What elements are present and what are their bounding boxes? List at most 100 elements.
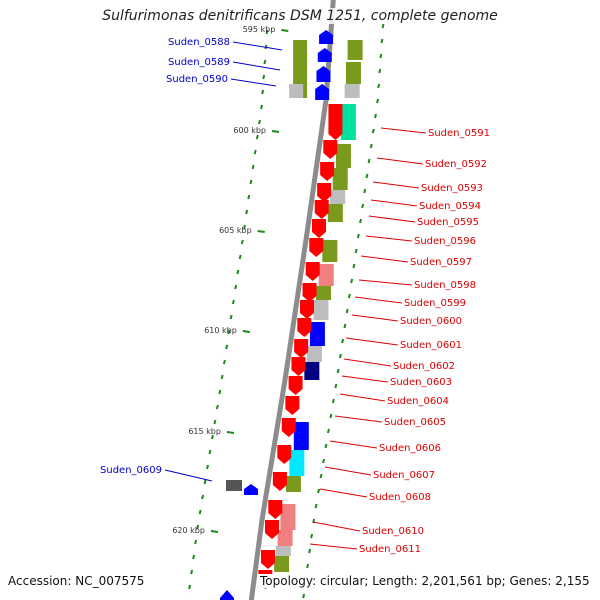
scale-label: 605 kbp (219, 226, 252, 235)
forward-gene-leader (334, 415, 383, 423)
gc-tick (263, 59, 267, 65)
forward-gene-arrow (261, 550, 275, 569)
forward-gene-label: Suden_0604 (387, 396, 449, 407)
forward-gene-arrow (317, 183, 332, 202)
scale-tick (210, 530, 219, 533)
reverse-gene-arrow (315, 84, 330, 100)
reverse-gene-label: Suden_0588 (168, 37, 230, 48)
gc-tick (194, 539, 198, 545)
cog-block (327, 204, 343, 222)
gc-tick (326, 428, 330, 434)
cog-block (322, 240, 338, 262)
cog-block (309, 322, 325, 346)
forward-gene-label: Suden_0599 (404, 298, 466, 309)
reverse-gene-arrow (316, 66, 331, 82)
forward-gene-arrow (305, 262, 320, 281)
gc-tick (374, 113, 377, 119)
gc-tick (196, 524, 200, 530)
forward-gene-label: Suden_0598 (414, 280, 476, 291)
cog-block (289, 450, 305, 476)
forward-gene-arrow (281, 418, 296, 437)
gc-tick (319, 473, 323, 479)
forward-gene-label: Suden_0610 (362, 526, 424, 537)
gc-tick (354, 248, 358, 254)
gc-tick (225, 344, 229, 350)
label-leaders (164, 41, 427, 550)
forward-gene-arrow (320, 162, 335, 181)
cog-block (280, 504, 296, 530)
cog-block (344, 84, 360, 98)
forward-gene-label: Suden_0607 (373, 470, 435, 481)
gc-tick (188, 584, 192, 590)
gene-labels: Suden_0588 Suden_0589 Suden_0590 Suden_0609… (100, 37, 490, 555)
gc-tick (317, 488, 321, 494)
reverse-gene-arrow (244, 484, 258, 495)
gc-tick (218, 389, 222, 395)
cog-block (347, 40, 363, 60)
forward-gene-label: Suden_0596 (414, 236, 476, 247)
cog-block (345, 62, 361, 84)
scale-tick (242, 330, 250, 333)
gc-tick (243, 224, 246, 230)
forward-gene-leader (343, 358, 392, 367)
forward-gene-leader (358, 279, 413, 286)
gc-tick (198, 509, 202, 515)
gc-tick (369, 143, 373, 149)
forward-gene-arrow (291, 357, 306, 376)
forward-gene-label: Suden_0591 (428, 128, 490, 139)
gc-tick (322, 458, 325, 464)
gc-tick (324, 443, 328, 449)
forward-gene-leader (380, 127, 427, 134)
cog-block (293, 40, 308, 98)
scale-label: 595 kbp (243, 25, 276, 34)
cog-block (293, 422, 309, 450)
gc-tick (210, 434, 214, 440)
gc-tick (247, 194, 251, 200)
forward-gene-leader (372, 181, 420, 189)
gc-tick (379, 53, 383, 59)
gc-tick (334, 383, 338, 389)
forward-gene-arrow (272, 472, 287, 491)
gc-tick (381, 23, 385, 29)
gc-tick (203, 479, 207, 485)
forward-gene-leader (351, 314, 399, 322)
cog-block (330, 190, 346, 204)
gc-tick (338, 353, 342, 359)
gene-block (226, 480, 242, 491)
forward-gene-leader (319, 488, 368, 498)
forward-gene-arrow (265, 520, 279, 539)
forward-gene-label: Suden_0606 (379, 443, 441, 454)
gc-tick (376, 98, 380, 104)
forward-gene-label: Suden_0595 (417, 217, 479, 228)
cog-block (332, 168, 348, 190)
forward-gene-leader (360, 255, 409, 263)
forward-gene-leader (329, 440, 378, 449)
gc-tick (363, 188, 367, 194)
scale-ticks: 595 kbp 600 kbp 605 kbp 610 kbp 615 kbp 620 k… (172, 25, 289, 535)
cog-block (306, 346, 322, 362)
forward-gene-leader (354, 296, 403, 304)
forward-gene-label: Suden_0608 (369, 492, 431, 503)
forward-gene-leader (341, 375, 389, 383)
cog-block (336, 144, 351, 168)
scale-label: 610 kbp (204, 326, 237, 335)
forward-gene-label: Suden_0593 (421, 183, 483, 194)
forward-gene-label: Suden_0594 (419, 201, 481, 212)
scale-label: 620 kbp (172, 526, 205, 535)
gc-tick (336, 368, 340, 374)
cog-block (318, 264, 334, 286)
gene-track (220, 30, 343, 600)
forward-gene-arrow (297, 318, 312, 337)
gc-tick (249, 179, 253, 185)
forward-gene-arrow (328, 104, 343, 140)
scale-tick (226, 431, 235, 434)
gc-tick (231, 299, 235, 305)
forward-gene-arrow (288, 376, 303, 395)
gc-tick (253, 149, 257, 155)
reverse-gene-label: Suden_0609 (100, 465, 162, 476)
gc-tick (240, 239, 244, 245)
forward-gene-arrow (312, 219, 326, 238)
gc-tick (192, 554, 196, 560)
gc-tick (229, 314, 233, 320)
